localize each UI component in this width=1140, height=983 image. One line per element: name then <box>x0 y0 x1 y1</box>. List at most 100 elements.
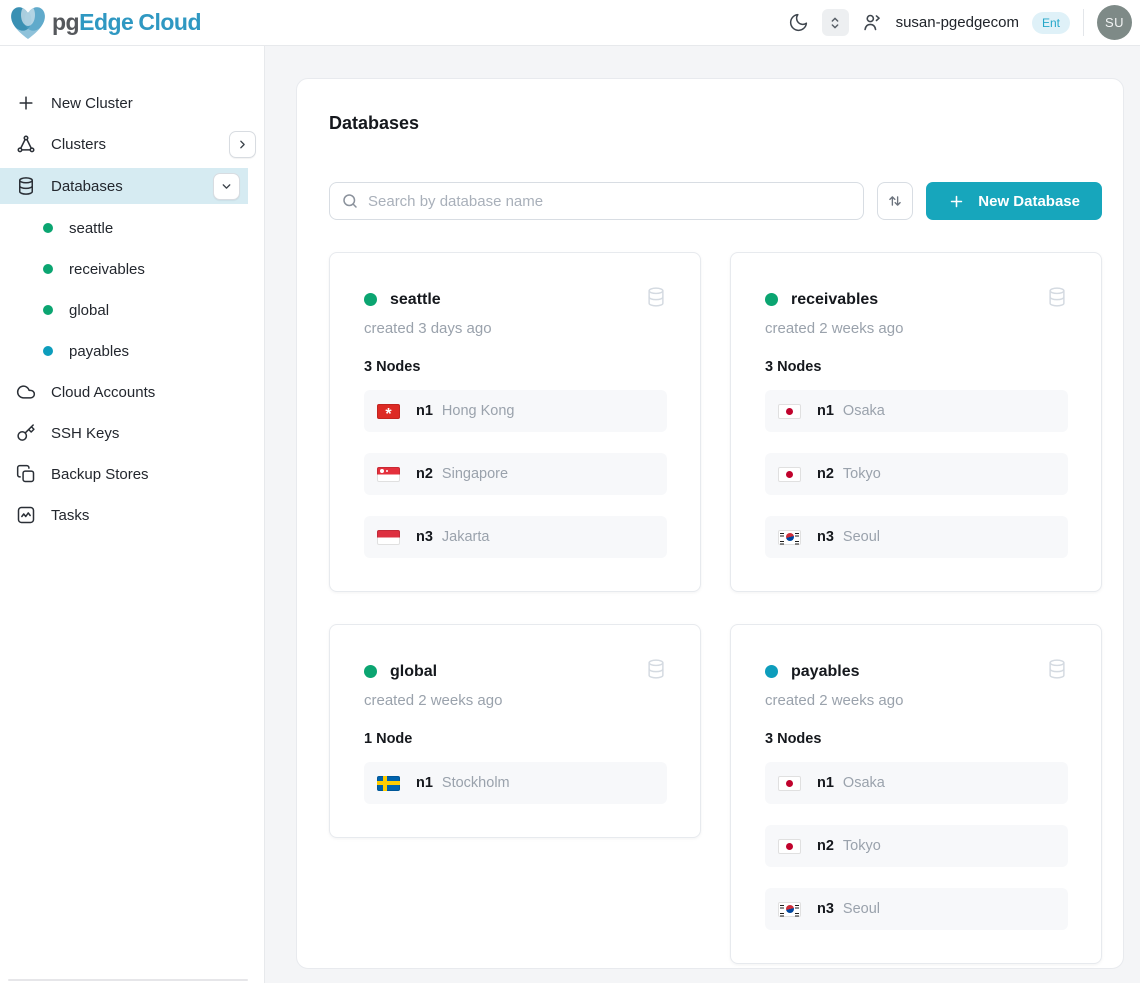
up-down-chevrons-icon <box>827 14 843 32</box>
sidebar-item-ssh-keys[interactable]: SSH Keys <box>0 416 264 450</box>
search-icon <box>343 194 357 208</box>
app-header: pgEdge Cloud susan-pgedgecom Ent SU <box>0 0 1140 46</box>
new-database-label: New Database <box>978 192 1080 210</box>
cluster-icon <box>16 134 36 154</box>
sidebar-item-backup-stores[interactable]: Backup Stores <box>0 457 264 491</box>
sidebar-item-cloud-accounts[interactable]: Cloud Accounts <box>0 375 264 409</box>
node-id: n2 <box>817 838 834 854</box>
node-location: Tokyo <box>842 466 881 482</box>
sidebar-item-label: Backup Stores <box>51 465 149 483</box>
new-database-button[interactable]: New Database <box>926 182 1102 220</box>
database-card-payables[interactable]: payables created 2 weeks ago 3 Nodes n1 … <box>730 624 1102 964</box>
database-cards-grid: seattle created 3 days ago 3 Nodes n1 Ho… <box>329 252 1102 964</box>
dark-mode-toggle[interactable] <box>788 12 809 33</box>
copy-icon <box>16 464 36 484</box>
flag-icon-sweden <box>377 775 400 791</box>
databases-collapse-button[interactable] <box>213 172 240 200</box>
status-dot <box>43 223 53 233</box>
clusters-expand-button[interactable] <box>229 130 256 158</box>
node-location: Jakarta <box>441 529 490 545</box>
flag-icon-hong-kong <box>377 403 400 419</box>
sidebar: New Cluster Clusters Databases <box>0 46 265 983</box>
flag-icon-japan <box>778 466 801 482</box>
created-label: created 2 weeks ago <box>364 692 503 709</box>
databases-panel: Databases New Database <box>296 78 1124 969</box>
node-row[interactable]: n2 Tokyo <box>765 453 1068 495</box>
node-row[interactable]: n2 Tokyo <box>765 825 1068 867</box>
status-dot <box>765 293 778 306</box>
sidebar-database-seattle[interactable]: seattle <box>0 211 264 245</box>
sidebar-item-label: New Cluster <box>51 94 133 112</box>
node-row[interactable]: n1 Osaka <box>765 762 1068 804</box>
plus-icon <box>16 93 36 113</box>
flag-icon-singapore <box>377 466 400 482</box>
node-location: Osaka <box>842 403 885 419</box>
database-name: receivables <box>69 260 145 278</box>
search-input[interactable] <box>329 182 865 220</box>
node-row[interactable]: n3 Seoul <box>765 888 1068 930</box>
nodes-count-label: 3 Nodes <box>364 359 421 375</box>
status-dot <box>43 346 53 356</box>
created-label: created 2 weeks ago <box>765 692 904 709</box>
flag-icon-japan <box>778 403 801 419</box>
database-name: payables <box>791 662 860 680</box>
user-icon <box>862 12 883 33</box>
sort-button[interactable] <box>877 182 914 220</box>
flag-icon-japan <box>778 838 801 854</box>
chevron-right-icon <box>236 138 249 151</box>
pgedge-heart-icon <box>8 4 48 42</box>
flag-icon-japan <box>778 775 801 791</box>
sidebar-item-new-cluster[interactable]: New Cluster <box>0 86 264 120</box>
database-card-receivables[interactable]: receivables created 2 weeks ago 3 Nodes … <box>730 252 1102 592</box>
database-card-global[interactable]: global created 2 weeks ago 1 Node n1 Sto… <box>329 624 701 838</box>
activity-icon <box>16 505 36 525</box>
node-location: Seoul <box>842 901 881 917</box>
sidebar-item-databases[interactable]: Databases <box>0 168 248 204</box>
node-row[interactable]: n3 Seoul <box>765 516 1068 558</box>
databases-toolbar: New Database <box>329 182 1102 220</box>
node-location: Tokyo <box>842 838 881 854</box>
database-icon <box>16 176 36 196</box>
node-id: n1 <box>416 775 433 791</box>
node-id: n2 <box>416 466 433 482</box>
node-location: Seoul <box>842 529 881 545</box>
sidebar-item-clusters[interactable]: Clusters <box>0 127 264 161</box>
logo-text: pgEdge Cloud <box>52 9 201 35</box>
node-row[interactable]: n1 Stockholm <box>364 762 667 804</box>
node-id: n3 <box>817 529 834 545</box>
header-divider <box>1083 9 1084 36</box>
node-row[interactable]: n1 Osaka <box>765 390 1068 432</box>
header-collapse-stepper[interactable] <box>821 9 849 36</box>
pgedge-logo[interactable]: pgEdge Cloud <box>8 4 201 42</box>
nodes-count-label: 3 Nodes <box>765 731 822 747</box>
sidebar-item-label: Cloud Accounts <box>51 383 156 401</box>
node-row[interactable]: n1 Hong Kong <box>364 390 667 432</box>
status-dot <box>43 264 53 274</box>
node-row[interactable]: n2 Singapore <box>364 453 667 495</box>
main-area: Databases New Database <box>265 46 1140 983</box>
database-name: global <box>69 301 110 319</box>
database-card-seattle[interactable]: seattle created 3 days ago 3 Nodes n1 Ho… <box>329 252 701 592</box>
nodes-count-label: 3 Nodes <box>765 359 822 375</box>
username[interactable]: susan-pgedgecom <box>895 14 1019 31</box>
created-label: created 2 weeks ago <box>765 320 904 337</box>
database-name: seattle <box>390 290 441 308</box>
sidebar-database-payables[interactable]: payables <box>0 334 264 368</box>
search-field-wrap <box>329 182 865 220</box>
flag-icon-indonesia <box>377 529 400 545</box>
sidebar-database-receivables[interactable]: receivables <box>0 252 264 286</box>
sidebar-item-label: Tasks <box>51 506 90 524</box>
status-dot <box>364 293 377 306</box>
sidebar-scrollbar-track[interactable] <box>8 979 248 981</box>
sidebar-item-label: Databases <box>51 177 123 195</box>
sidebar-database-global[interactable]: global <box>0 293 264 327</box>
database-icon <box>645 658 667 685</box>
database-name: seattle <box>69 219 114 237</box>
sidebar-item-label: Clusters <box>51 135 107 153</box>
node-row[interactable]: n3 Jakarta <box>364 516 667 558</box>
plus-icon <box>948 193 965 210</box>
avatar[interactable]: SU <box>1097 5 1132 40</box>
node-location: Singapore <box>441 466 509 482</box>
status-dot <box>43 305 53 315</box>
sidebar-item-tasks[interactable]: Tasks <box>0 498 264 532</box>
